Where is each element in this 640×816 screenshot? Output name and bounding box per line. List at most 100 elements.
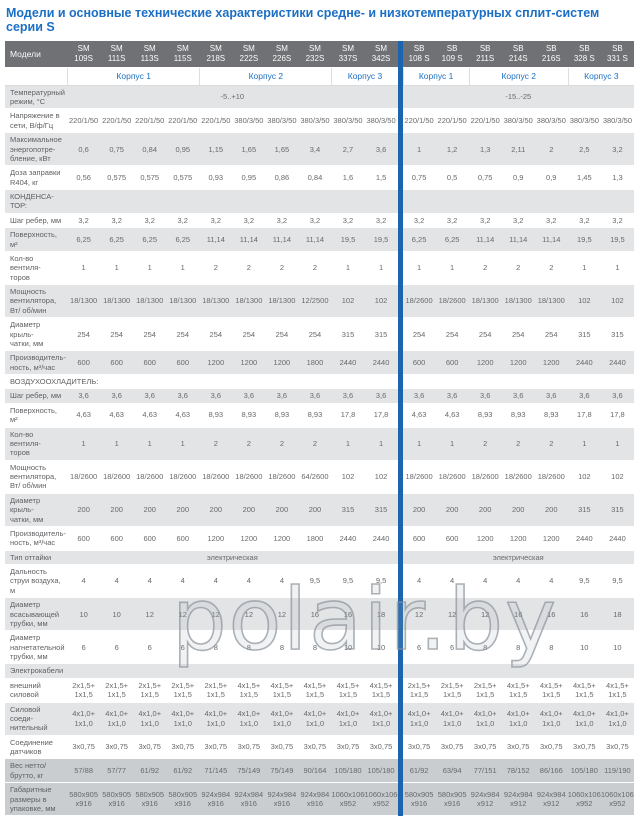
table-cell: 3,2	[199, 213, 233, 229]
table-row: Диаметр всасывающей трубки, мм 10 10 12 12 12…	[5, 598, 634, 632]
table-cell: 61/92	[166, 759, 200, 784]
row-label: Диаметр нагнетательной трубки, мм	[5, 631, 68, 665]
table-cell: 1	[166, 427, 200, 461]
model-header-sm-115s: SM 115S	[166, 41, 200, 68]
row-label: Напряжение в сети, В/ф/Гц	[5, 109, 68, 134]
table-cell: 3х0,75	[567, 735, 601, 760]
table-cell: 18/1300	[265, 285, 299, 319]
table-cell: 0,93	[199, 166, 233, 190]
span-value: -5..+10	[67, 85, 398, 110]
table-cell: 3,2	[600, 133, 634, 167]
table-cell: 1	[435, 427, 469, 461]
model-header-sm-232s: SM 232S	[298, 41, 332, 68]
table-cell: 315	[600, 493, 634, 527]
table-cell: 18/2600	[100, 460, 134, 494]
table-cell: 3х0,75	[402, 735, 436, 760]
table-cell: 4	[232, 565, 266, 599]
table-cell: 3х0,75	[298, 735, 332, 760]
table-cell: 580х905 х916	[133, 783, 167, 816]
table-cell: 18/2600	[199, 460, 233, 494]
table-cell: 580х905 х916	[67, 783, 101, 816]
table-cell: 200	[166, 493, 200, 527]
table-cell: 2440	[364, 526, 398, 551]
table-cell: 4х1,0+ 1х1,0	[331, 702, 365, 736]
table-cell: 3,2	[232, 213, 266, 229]
section-divider-bar	[397, 109, 403, 134]
table-cell: 4х1,5+ 1х1,5	[567, 678, 601, 703]
table-cell: 12	[232, 598, 266, 632]
table-cell: 0,56	[67, 166, 101, 190]
table-cell: 315	[600, 318, 634, 352]
row-label: Доза заправки R404, кг	[5, 166, 68, 190]
table-cell: 3,6	[567, 389, 601, 404]
table-cell: 254	[199, 318, 233, 352]
table-cell: 0,75	[468, 166, 502, 190]
table-cell: 3х0,75	[67, 735, 101, 760]
korpus-row: Корпус 1 Корпус 2 Корпус 3 Корпус 1 Корпус 2…	[5, 68, 634, 86]
table-cell: 924х984 х916	[232, 783, 266, 816]
row-label: Тип оттайки	[5, 550, 68, 565]
table-cell: 18/2600	[265, 460, 299, 494]
model-header-sb-331-s: SB 331 S	[600, 41, 634, 68]
table-cell: 600	[435, 351, 469, 375]
table-cell: 8	[298, 631, 332, 665]
table-cell: 2	[298, 427, 332, 461]
table-cell: 3,2	[166, 213, 200, 229]
table-cell: 3х0,75	[133, 735, 167, 760]
span-value: электрическая	[402, 550, 634, 565]
spec-table-head: Модели SM 109S SM 111S SM 113S SM 115S SM 218…	[5, 41, 634, 86]
row-label: Мощность вентилятора, Вт/ об/мин	[5, 460, 68, 494]
section-divider-bar	[397, 403, 403, 428]
table-cell: 4х1,0+ 1х1,0	[298, 702, 332, 736]
table-row: Напряжение в сети, В/ф/Гц 220/1/50 220/1/5…	[5, 109, 634, 134]
table-cell: 220/1/50	[133, 109, 167, 134]
table-row: Производитель- ность, м³/час 600 600 600 600…	[5, 351, 634, 375]
table-cell: 19,5	[364, 228, 398, 252]
table-cell: 1	[402, 251, 436, 285]
table-cell: 0,95	[232, 166, 266, 190]
table-cell: 4х1,5+ 1х1,5	[600, 678, 634, 703]
table-cell: 200	[265, 493, 299, 527]
section-divider-bar	[397, 427, 403, 461]
table-cell: 16	[331, 598, 365, 632]
table-cell: 6	[166, 631, 200, 665]
table-cell: 8,93	[298, 403, 332, 428]
table-cell: 2	[534, 133, 568, 167]
section-divider-bar	[397, 526, 403, 551]
table-cell: 4,63	[435, 403, 469, 428]
table-cell: 0,575	[166, 166, 200, 190]
table-cell: 3,6	[298, 389, 332, 404]
table-cell: 4,63	[100, 403, 134, 428]
table-cell: 600	[402, 526, 436, 551]
spec-table: Модели SM 109S SM 111S SM 113S SM 115S SM 218…	[5, 41, 634, 816]
table-cell: 6	[67, 631, 101, 665]
model-header-sm-109s: SM 109S	[67, 41, 101, 68]
table-cell: 4	[402, 565, 436, 599]
table-cell: 0,75	[100, 133, 134, 167]
table-cell: 200	[100, 493, 134, 527]
table-cell: 2	[199, 251, 233, 285]
model-header-sm-342s: SM 342S	[364, 41, 398, 68]
model-header-sm-218s: SM 218S	[199, 41, 233, 68]
table-row: Кол-во вентиля- торов 1 1 1 1 2 2 2 2 1 1 1 1 2 2 2 1 1	[5, 427, 634, 461]
table-cell: 600	[67, 526, 101, 551]
table-cell: 4	[133, 565, 167, 599]
table-cell: 924х984 х912	[534, 783, 568, 816]
table-cell: 8	[501, 631, 535, 665]
section-divider-bar	[397, 68, 403, 86]
table-cell: 6,25	[67, 228, 101, 252]
table-cell: 6,25	[402, 228, 436, 252]
row-label: Поверхность, м²	[5, 228, 68, 252]
table-cell: 1	[567, 427, 601, 461]
table-cell: 1	[567, 251, 601, 285]
section-divider-bar	[397, 190, 403, 214]
table-cell: 924х984 х912	[468, 783, 502, 816]
table-cell: 580х905 х916	[166, 783, 200, 816]
table-cell: 200	[232, 493, 266, 527]
table-row: Поверхность, м² 4,63 4,63 4,63 4,63 8,93 8,93 8…	[5, 403, 634, 428]
table-row: Мощность вентилятора, Вт/ об/мин 18/1300 1…	[5, 285, 634, 319]
table-cell: 4,63	[166, 403, 200, 428]
table-cell: 924х984 х916	[265, 783, 299, 816]
table-cell: 8,93	[501, 403, 535, 428]
table-cell: 102	[331, 285, 365, 319]
